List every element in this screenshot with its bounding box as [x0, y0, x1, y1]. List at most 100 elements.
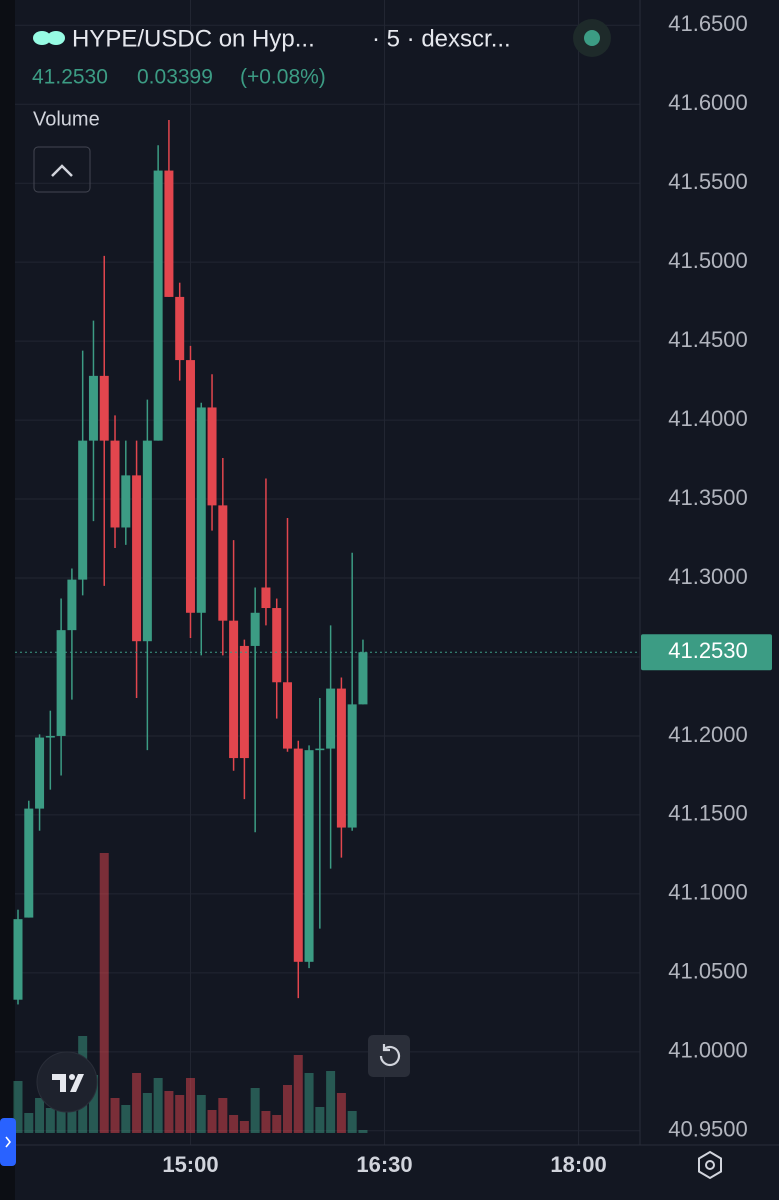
reset-icon-arrow: [382, 1044, 390, 1052]
volume-bar: [35, 1098, 45, 1133]
candle-body: [229, 620, 239, 759]
candle-body: [121, 475, 131, 528]
current-price-label: 41.2530: [668, 638, 748, 663]
volume-bar: [272, 1115, 282, 1133]
candle-body: [56, 630, 66, 736]
y-tick-label: 41.5000: [668, 248, 748, 273]
candle-body: [283, 682, 292, 749]
volume-bar: [88, 1075, 98, 1133]
candle-body: [293, 748, 303, 962]
chevron-icon: [51, 164, 73, 177]
volume-bar: [175, 1095, 185, 1133]
volume-bar: [293, 1055, 303, 1133]
y-tick-label: 41.0500: [668, 959, 748, 984]
y-tick-label: 41.3500: [668, 485, 748, 510]
candle-body: [45, 735, 55, 738]
volume-bar: [185, 1078, 195, 1133]
tv-icon-dot: [69, 1074, 75, 1080]
candle-body: [196, 407, 206, 613]
price: 41.2530: [32, 66, 108, 89]
y-tick-label: 41.0000: [668, 1038, 748, 1063]
y-tick-label: 41.5500: [668, 169, 748, 194]
candle-body: [315, 748, 325, 751]
volume-bar: [153, 1078, 163, 1133]
x-tick-label: 18:00: [550, 1152, 606, 1177]
volume-bar: [250, 1088, 260, 1133]
volume-bar: [283, 1085, 292, 1133]
y-tick-label: 41.6000: [668, 90, 748, 115]
change: 0.03399: [137, 66, 213, 89]
volume-label: Volume: [33, 108, 100, 130]
volume-bar: [110, 1098, 120, 1133]
candle-body: [358, 652, 368, 705]
side-tab-icon: [5, 1136, 12, 1148]
candle-body: [326, 688, 336, 749]
collapse-button[interactable]: [33, 146, 91, 193]
y-tick-label: 41.1500: [668, 801, 748, 826]
volume-bar: [56, 1103, 66, 1133]
y-tick-label: 41.2000: [668, 722, 748, 747]
volume-bar: [196, 1095, 206, 1133]
logo: [33, 31, 65, 45]
tradingview-logo[interactable]: [36, 1051, 98, 1113]
volume-bar: [347, 1111, 357, 1133]
candle-body: [13, 919, 23, 1000]
candle-body: [132, 475, 142, 642]
candle-body: [153, 170, 163, 441]
candle-body: [175, 296, 185, 361]
y-tick-label: 41.6500: [668, 11, 748, 36]
volume-bar: [358, 1130, 368, 1133]
candle-layer: [13, 120, 368, 1005]
candle-body: [218, 505, 228, 621]
volume-bar: [218, 1098, 228, 1133]
volume-bar: [326, 1071, 336, 1133]
x-tick-label: 16:30: [356, 1152, 412, 1177]
candle-body: [35, 737, 45, 809]
y-tick-label: 40.9500: [668, 1117, 748, 1142]
candle-body: [185, 360, 195, 613]
y-tick-label: 41.3000: [668, 564, 748, 589]
x-tick-label: 15:00: [162, 1152, 218, 1177]
volume-bar: [45, 1108, 55, 1133]
volume-bar: [67, 1103, 77, 1133]
candle-body: [88, 375, 98, 441]
candle-body: [78, 440, 88, 580]
grid: [15, 0, 640, 1145]
left-strip: [0, 0, 15, 1200]
status-dot: [584, 30, 600, 46]
volume-bar: [229, 1115, 239, 1133]
volume-bar: [261, 1111, 271, 1133]
volume-bar: [142, 1093, 152, 1133]
volume-bar: [207, 1110, 217, 1133]
interval: · 5 · dexscr...: [372, 25, 511, 52]
symbol-title: HYPE/USDC on Hyp...: [72, 25, 315, 52]
settings-button[interactable]: [698, 1150, 722, 1180]
reset-icon: [379, 1045, 401, 1067]
volume-bar: [315, 1107, 325, 1133]
volume-bar: [239, 1121, 249, 1133]
volume-bar: [164, 1091, 174, 1133]
y-tick-label: 41.1000: [668, 880, 748, 905]
candle-body: [110, 440, 120, 528]
candle-body: [250, 612, 260, 646]
reset-button[interactable]: [368, 1035, 410, 1077]
side-tab[interactable]: [0, 1118, 16, 1166]
current-price-box: [641, 634, 772, 671]
volume-bar: [132, 1073, 142, 1133]
candle-body: [272, 608, 282, 683]
candle-body: [261, 587, 271, 609]
volume-bar: [304, 1073, 314, 1133]
candle-body: [347, 704, 357, 828]
volume-bar: [121, 1105, 131, 1133]
settings-icon: [705, 1160, 715, 1170]
tv-icon: [52, 1074, 84, 1092]
y-tick-label: 41.4000: [668, 406, 748, 431]
y-tick-label: 41.4500: [668, 327, 748, 352]
volume-bar: [99, 853, 109, 1133]
candle-body: [207, 407, 217, 506]
candle-body: [239, 645, 249, 759]
candle-body: [304, 750, 314, 962]
candle-body: [164, 170, 174, 297]
